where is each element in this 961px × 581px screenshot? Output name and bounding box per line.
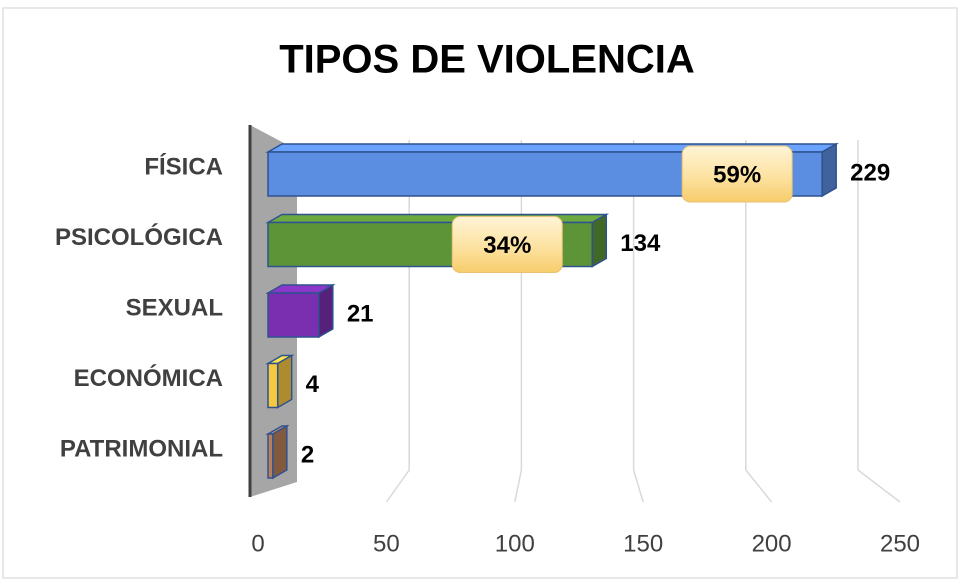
chart-title: TIPOS DE VIOLENCIA xyxy=(279,38,695,82)
x-tick-label: 100 xyxy=(495,530,535,557)
percentage-label: 34% xyxy=(483,232,531,259)
grid-line xyxy=(632,140,644,503)
y-tick-label: FÍSICA xyxy=(144,152,223,180)
percentage-label: 59% xyxy=(713,161,761,188)
bar-face xyxy=(318,283,334,339)
value-label: 4 xyxy=(306,371,320,398)
bar-face xyxy=(267,362,279,409)
bar-face xyxy=(591,213,608,268)
bar-face xyxy=(267,292,320,338)
value-label: 21 xyxy=(347,300,374,327)
chart-border xyxy=(2,7,958,579)
bar-face xyxy=(276,354,293,409)
x-tick-label: 50 xyxy=(373,530,400,557)
x-tick-label: 150 xyxy=(623,530,663,557)
bar-face xyxy=(821,142,837,198)
x-tick-label: 0 xyxy=(251,530,264,557)
value-label: 134 xyxy=(620,230,661,257)
value-label: 229 xyxy=(850,159,890,186)
bar xyxy=(265,283,336,339)
y-tick-label: PATRIMONIAL xyxy=(60,435,223,462)
y-tick-label: SEXUAL xyxy=(126,294,223,321)
percentage-box xyxy=(681,145,793,203)
percentage-box xyxy=(451,216,563,273)
x-tick-label: 200 xyxy=(752,530,792,557)
grid-line xyxy=(857,140,901,503)
grid-line xyxy=(745,140,773,503)
bar xyxy=(265,424,290,480)
y-tick-label: ECONÓMICA xyxy=(74,364,223,392)
bar xyxy=(265,354,295,409)
value-label: 2 xyxy=(301,441,314,468)
bar-face xyxy=(267,433,274,479)
bar-face xyxy=(272,424,288,480)
x-tick-label: 250 xyxy=(880,530,920,557)
y-tick-label: PSICOLÓGICA xyxy=(55,223,223,251)
